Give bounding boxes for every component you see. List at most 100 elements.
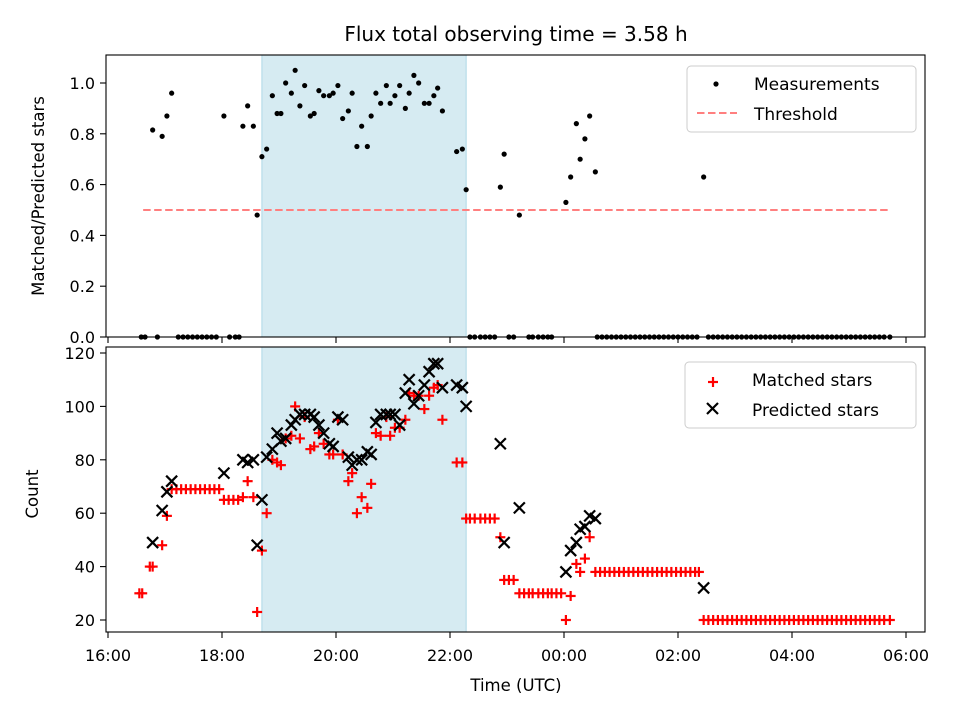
measurement-point: [463, 187, 469, 193]
x-tick-label: 00:00: [541, 646, 587, 665]
matched-star-point: [157, 540, 168, 551]
measurement-point: [582, 136, 588, 142]
matched-star-point: [437, 414, 448, 425]
measurement-point: [302, 82, 308, 89]
x-tick-label: 16:00: [85, 646, 131, 665]
predicted-star-point: [326, 440, 340, 453]
predicted-star-point: [427, 357, 441, 370]
matched-star-point: [328, 449, 339, 460]
predicted-star-point: [589, 512, 602, 525]
predicted-star-point: [459, 400, 473, 413]
predicted-star-point: [250, 538, 264, 552]
y-tick-label: 100: [64, 397, 95, 416]
bottom-legend-box: [684, 361, 917, 429]
predicted-star-point: [383, 408, 397, 421]
legend-matched-marker: [708, 377, 718, 387]
measurement-point: [297, 103, 303, 109]
top-panel: 0.0 0.2 0.4 0.6 0.8 1.0 Matched/Predicted sta…: [29, 54, 926, 347]
measurement-point: [577, 156, 583, 162]
measurement-point: [368, 113, 374, 119]
predicted-star-point: [155, 504, 169, 517]
y-tick-label: 120: [64, 344, 95, 363]
measurement-point: [159, 133, 165, 139]
matched-star-point: [214, 484, 225, 495]
measurement-point: [402, 105, 408, 111]
matched-star-point: [419, 404, 430, 415]
y-tick-label: 60: [75, 504, 95, 523]
y-tick-label: 40: [75, 558, 95, 577]
measurement-point: [454, 148, 460, 155]
measurement-point: [240, 123, 246, 129]
predicted-star-point: [697, 581, 710, 595]
predicted-star-point: [160, 485, 174, 499]
matched-star-point: [356, 492, 367, 503]
measurement-point: [392, 93, 398, 99]
measurement-point: [150, 127, 156, 133]
predicted-star-point: [255, 493, 269, 507]
predicted-star-point: [165, 474, 178, 488]
measurement-point: [459, 146, 465, 152]
x-axis-label: Time (UTC): [469, 676, 561, 695]
matched-star-point: [347, 468, 358, 479]
predicted-star-point: [407, 397, 421, 411]
y-tick-label: 80: [75, 451, 95, 470]
y-tick-label: 0.8: [70, 125, 95, 144]
bottom-axes-frame: [105, 346, 926, 633]
top-x-ticks: [107, 337, 907, 343]
predicted-star-point: [342, 450, 355, 464]
top-legend: Measurements Threshold: [686, 65, 917, 133]
matched-star-point: [237, 492, 248, 503]
measurement-point: [378, 100, 384, 106]
predicted-star-point: [217, 466, 231, 480]
matched-star-point: [884, 615, 895, 625]
predicted-star-point: [317, 426, 330, 440]
measurement-point: [373, 90, 379, 96]
predicted-star-point: [312, 418, 326, 432]
matched-star-point: [424, 390, 435, 401]
matched-star-point: [560, 615, 571, 625]
top-legend-box: [686, 65, 917, 133]
predicted-star-point: [436, 381, 449, 394]
predicted-star-point: [298, 408, 311, 421]
bottom-observing-window: [261, 346, 467, 633]
chart-title: Flux total observing time = 3.58 h: [344, 22, 687, 46]
predicted-star-point: [559, 565, 573, 579]
measurement-point: [278, 110, 284, 117]
y-tick-label: 0.6: [70, 176, 95, 195]
x-tick-label: 02:00: [655, 646, 701, 665]
matched-star-point: [575, 566, 586, 577]
y-tick-label: 0.0: [70, 328, 95, 347]
measurement-point: [516, 212, 522, 218]
predicted-star-point: [456, 381, 469, 394]
predicted-star-point: [350, 453, 364, 467]
measurement-point: [701, 174, 707, 180]
y-tick-label: 0.4: [70, 226, 95, 245]
matched-star-point: [571, 558, 582, 569]
measurement-point: [359, 123, 365, 129]
measurement-point: [349, 90, 355, 96]
measurement-point: [326, 93, 332, 99]
measurement-point: [364, 143, 370, 150]
x-tick-label: 20:00: [313, 646, 359, 665]
predicted-star-point: [570, 536, 583, 549]
top-y-ticks: 0.0 0.2 0.4 0.6 0.8 1.0: [70, 74, 106, 347]
top-observing-window: [261, 54, 467, 338]
measurement-point: [307, 113, 313, 119]
matched-star-point: [261, 508, 272, 519]
y-tick-label: 1.0: [70, 74, 95, 93]
matched-star-point: [457, 457, 468, 468]
measurement-point: [426, 100, 432, 106]
measurement-point: [411, 72, 417, 78]
predicted-star-point: [494, 437, 507, 451]
bottom-x-ticks: 16:00 18:00 20:00 22:00 00:00 02:00 04:00 06:00: [85, 632, 929, 665]
measurement-point: [573, 121, 579, 127]
predicted-star-point: [402, 373, 416, 386]
measurement-point: [221, 113, 227, 119]
measurement-points: [138, 67, 893, 340]
predicted-star-point: [513, 501, 526, 515]
measurement-point: [288, 90, 294, 96]
measurement-point: [416, 80, 422, 86]
measurement-point: [354, 143, 360, 150]
measurement-point: [421, 100, 427, 106]
